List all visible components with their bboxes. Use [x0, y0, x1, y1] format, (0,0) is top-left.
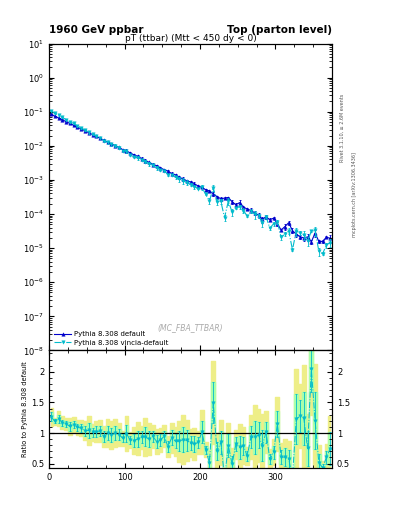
Pythia 8.308 default: [271, 215, 276, 221]
Pythia 8.308 default: [71, 122, 76, 129]
Line: Pythia 8.308 default: Pythia 8.308 default: [49, 112, 332, 244]
Y-axis label: Ratio to Pythia 8.308 default: Ratio to Pythia 8.308 default: [22, 361, 28, 457]
Pythia 8.308 default: [279, 227, 283, 233]
Pythia 8.308 vincia-default: [271, 221, 276, 227]
Pythia 8.308 vincia-default: [260, 220, 264, 226]
Line: Pythia 8.308 vincia-default: Pythia 8.308 vincia-default: [49, 109, 332, 255]
Title: pT (ttbar) (Mtt < 450 dy < 0): pT (ttbar) (Mtt < 450 dy < 0): [125, 34, 257, 42]
Pythia 8.308 vincia-default: [268, 225, 272, 231]
Pythia 8.308 default: [49, 111, 53, 117]
Text: mcplots.cern.ch [arXiv:1306.3436]: mcplots.cern.ch [arXiv:1306.3436]: [352, 152, 357, 237]
Pythia 8.308 default: [328, 235, 332, 241]
Pythia 8.308 vincia-default: [49, 108, 53, 114]
Text: 1960 GeV ppbar: 1960 GeV ppbar: [49, 25, 143, 35]
Pythia 8.308 default: [309, 239, 314, 245]
Pythia 8.308 vincia-default: [320, 251, 325, 257]
Pythia 8.308 vincia-default: [328, 240, 332, 246]
Pythia 8.308 default: [268, 217, 272, 223]
Pythia 8.308 vincia-default: [71, 120, 76, 126]
Pythia 8.308 default: [260, 217, 264, 223]
Text: (MC_FBA_TTBAR): (MC_FBA_TTBAR): [158, 323, 223, 332]
Pythia 8.308 vincia-default: [279, 234, 283, 241]
Pythia 8.308 default: [298, 233, 302, 240]
Pythia 8.308 vincia-default: [298, 230, 302, 236]
Text: Top (parton level): Top (parton level): [227, 25, 332, 35]
Legend: Pythia 8.308 default, Pythia 8.308 vincia-default: Pythia 8.308 default, Pythia 8.308 vinci…: [53, 330, 170, 347]
Text: Rivet 3.1.10, ≥ 2.6M events: Rivet 3.1.10, ≥ 2.6M events: [340, 94, 345, 162]
